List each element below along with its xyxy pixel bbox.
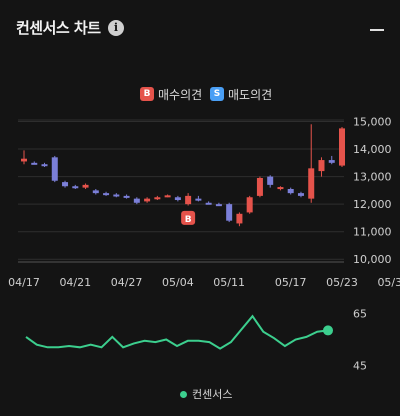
candle — [195, 198, 202, 201]
info-icon[interactable]: i — [108, 20, 124, 36]
consensus-end-point — [323, 325, 333, 336]
candle — [51, 157, 58, 181]
candle — [154, 197, 161, 200]
candle — [92, 190, 99, 194]
candle — [318, 160, 325, 172]
legend-buy-label: 매수의견 — [158, 87, 203, 102]
candle — [297, 193, 304, 196]
buy-badge-icon: B — [140, 87, 154, 101]
y-tick-label: 13,000 — [353, 171, 392, 184]
candle — [308, 168, 315, 199]
candle — [72, 186, 79, 189]
candle — [41, 164, 48, 167]
x-tick-label: 05/11 — [213, 276, 245, 289]
candle — [226, 204, 233, 221]
buy-marker-icon — [181, 210, 196, 225]
candle — [287, 189, 294, 194]
candle — [174, 197, 181, 201]
candle — [277, 187, 284, 190]
y-tick-label: 14,000 — [353, 143, 392, 156]
y-tick-label: 12,000 — [353, 198, 392, 211]
legend-sell-label: 매도의견 — [228, 87, 273, 102]
x-tick-label: 05/23 — [326, 276, 358, 289]
candle — [246, 197, 253, 213]
x-tick-label: 05/04 — [162, 276, 194, 289]
candle — [21, 158, 27, 162]
candle — [82, 184, 89, 188]
line-y-tick-label: 65 — [353, 308, 367, 321]
candle — [215, 204, 222, 207]
candle — [328, 160, 335, 163]
candle — [256, 177, 263, 196]
candle — [185, 195, 192, 205]
candle — [103, 193, 110, 196]
x-tick-label: 05/17 — [275, 276, 307, 289]
candle — [339, 128, 345, 166]
y-tick-label: 15,000 — [353, 116, 392, 129]
x-tick-label: 04/17 — [8, 276, 40, 289]
consensus-chart: 15,000 14,000 13,000 12,000 11,000 10,000 B 04/… — [8, 116, 400, 373]
consensus-label: 컨센서스 — [192, 388, 233, 401]
candle — [144, 198, 151, 202]
candle — [205, 202, 212, 205]
candle — [133, 198, 140, 203]
panel-title: 컨센서스 차트 — [16, 19, 101, 37]
y-tick-label: 10,000 — [353, 253, 392, 266]
x-tick-label: 05/30 — [377, 276, 400, 289]
consensus-line — [25, 314, 329, 350]
consensus-dot-icon — [180, 391, 187, 398]
candle — [236, 213, 243, 224]
legend-buy: B 매수의견 — [140, 86, 202, 102]
x-tick-label: 04/21 — [59, 276, 91, 289]
candle — [164, 195, 171, 198]
y-tick-label: 11,000 — [353, 226, 392, 239]
sell-badge-icon: S — [210, 87, 224, 101]
minimize-icon[interactable] — [370, 29, 384, 31]
buy-marker-label: B — [185, 215, 192, 225]
bottom-legend: 컨센서스 — [0, 386, 400, 402]
candle — [267, 176, 274, 185]
candle — [31, 162, 38, 165]
line-y-tick-label: 45 — [353, 359, 367, 372]
chart-legend: B 매수의견 S 매도의견 — [0, 86, 400, 104]
x-tick-label: 04/27 — [111, 276, 143, 289]
candle — [62, 182, 69, 187]
legend-sell: S 매도의견 — [210, 86, 272, 102]
candle — [113, 194, 120, 197]
panel-header: 컨센서스 차트 i — [0, 0, 400, 60]
candle — [123, 195, 130, 198]
